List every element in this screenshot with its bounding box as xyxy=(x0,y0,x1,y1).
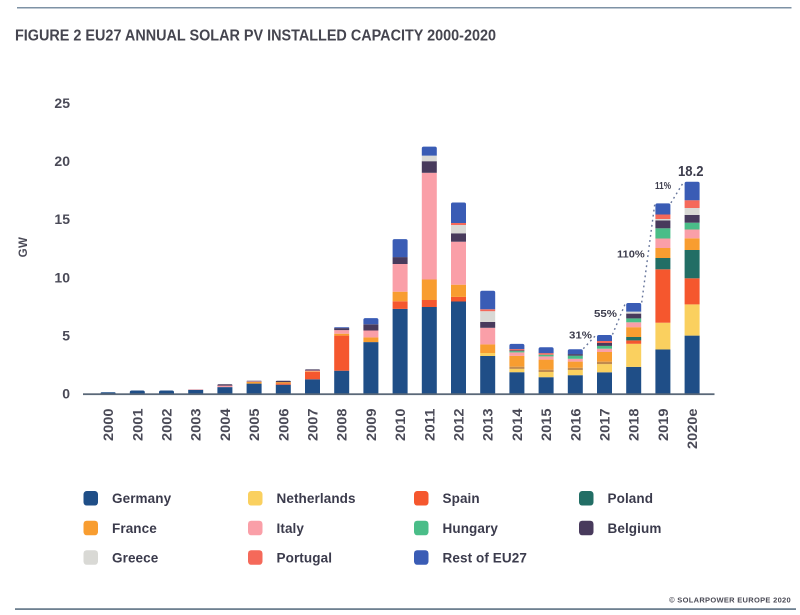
svg-text:2017: 2017 xyxy=(597,408,613,441)
svg-text:2013: 2013 xyxy=(480,408,496,441)
svg-text:Rest of EU27: Rest of EU27 xyxy=(443,550,527,565)
svg-text:Greece: Greece xyxy=(112,550,159,565)
svg-text:Netherlands: Netherlands xyxy=(277,491,356,506)
svg-text:55%: 55% xyxy=(594,308,618,320)
svg-text:2014: 2014 xyxy=(509,408,525,441)
svg-text:2010: 2010 xyxy=(392,408,408,441)
svg-text:Hungary: Hungary xyxy=(443,521,499,536)
svg-text:2007: 2007 xyxy=(305,408,321,441)
svg-text:18.2: 18.2 xyxy=(678,163,704,180)
svg-text:15: 15 xyxy=(54,211,70,227)
svg-text:11%: 11% xyxy=(655,180,672,192)
svg-text:2015: 2015 xyxy=(538,408,554,441)
svg-text:FIGURE 2 EU27 ANNUAL SOLAR PV: FIGURE 2 EU27 ANNUAL SOLAR PV INSTALLED … xyxy=(15,28,496,45)
svg-text:2009: 2009 xyxy=(363,408,379,441)
svg-text:Poland: Poland xyxy=(608,491,654,506)
svg-text:2003: 2003 xyxy=(188,408,204,441)
svg-text:31%: 31% xyxy=(569,330,593,342)
svg-text:2000: 2000 xyxy=(100,408,116,441)
svg-text:2002: 2002 xyxy=(159,408,175,441)
svg-text:2018: 2018 xyxy=(626,408,642,441)
svg-text:© SOLARPOWER EUROPE 2020: © SOLARPOWER EUROPE 2020 xyxy=(669,596,791,605)
svg-text:2012: 2012 xyxy=(451,408,467,441)
svg-text:Belgium: Belgium xyxy=(608,521,662,536)
svg-text:2011: 2011 xyxy=(421,408,437,441)
svg-text:2016: 2016 xyxy=(567,408,583,441)
svg-text:2004: 2004 xyxy=(217,408,233,441)
svg-text:GW: GW xyxy=(18,237,30,258)
svg-text:Germany: Germany xyxy=(112,491,172,506)
svg-text:25: 25 xyxy=(54,95,70,111)
svg-text:0: 0 xyxy=(62,386,70,402)
svg-text:France: France xyxy=(112,521,157,536)
svg-text:2006: 2006 xyxy=(275,408,291,441)
svg-text:2020e: 2020e xyxy=(684,408,700,449)
svg-text:10: 10 xyxy=(54,269,70,285)
svg-text:Portugal: Portugal xyxy=(277,550,333,565)
svg-text:Spain: Spain xyxy=(443,491,480,506)
svg-text:Italy: Italy xyxy=(277,521,305,536)
svg-text:5: 5 xyxy=(62,327,70,343)
svg-text:2005: 2005 xyxy=(246,408,262,441)
svg-text:20: 20 xyxy=(54,153,70,169)
svg-text:2001: 2001 xyxy=(129,408,145,441)
svg-text:2019: 2019 xyxy=(655,408,671,441)
svg-text:2008: 2008 xyxy=(334,408,350,441)
svg-text:110%: 110% xyxy=(617,249,645,261)
